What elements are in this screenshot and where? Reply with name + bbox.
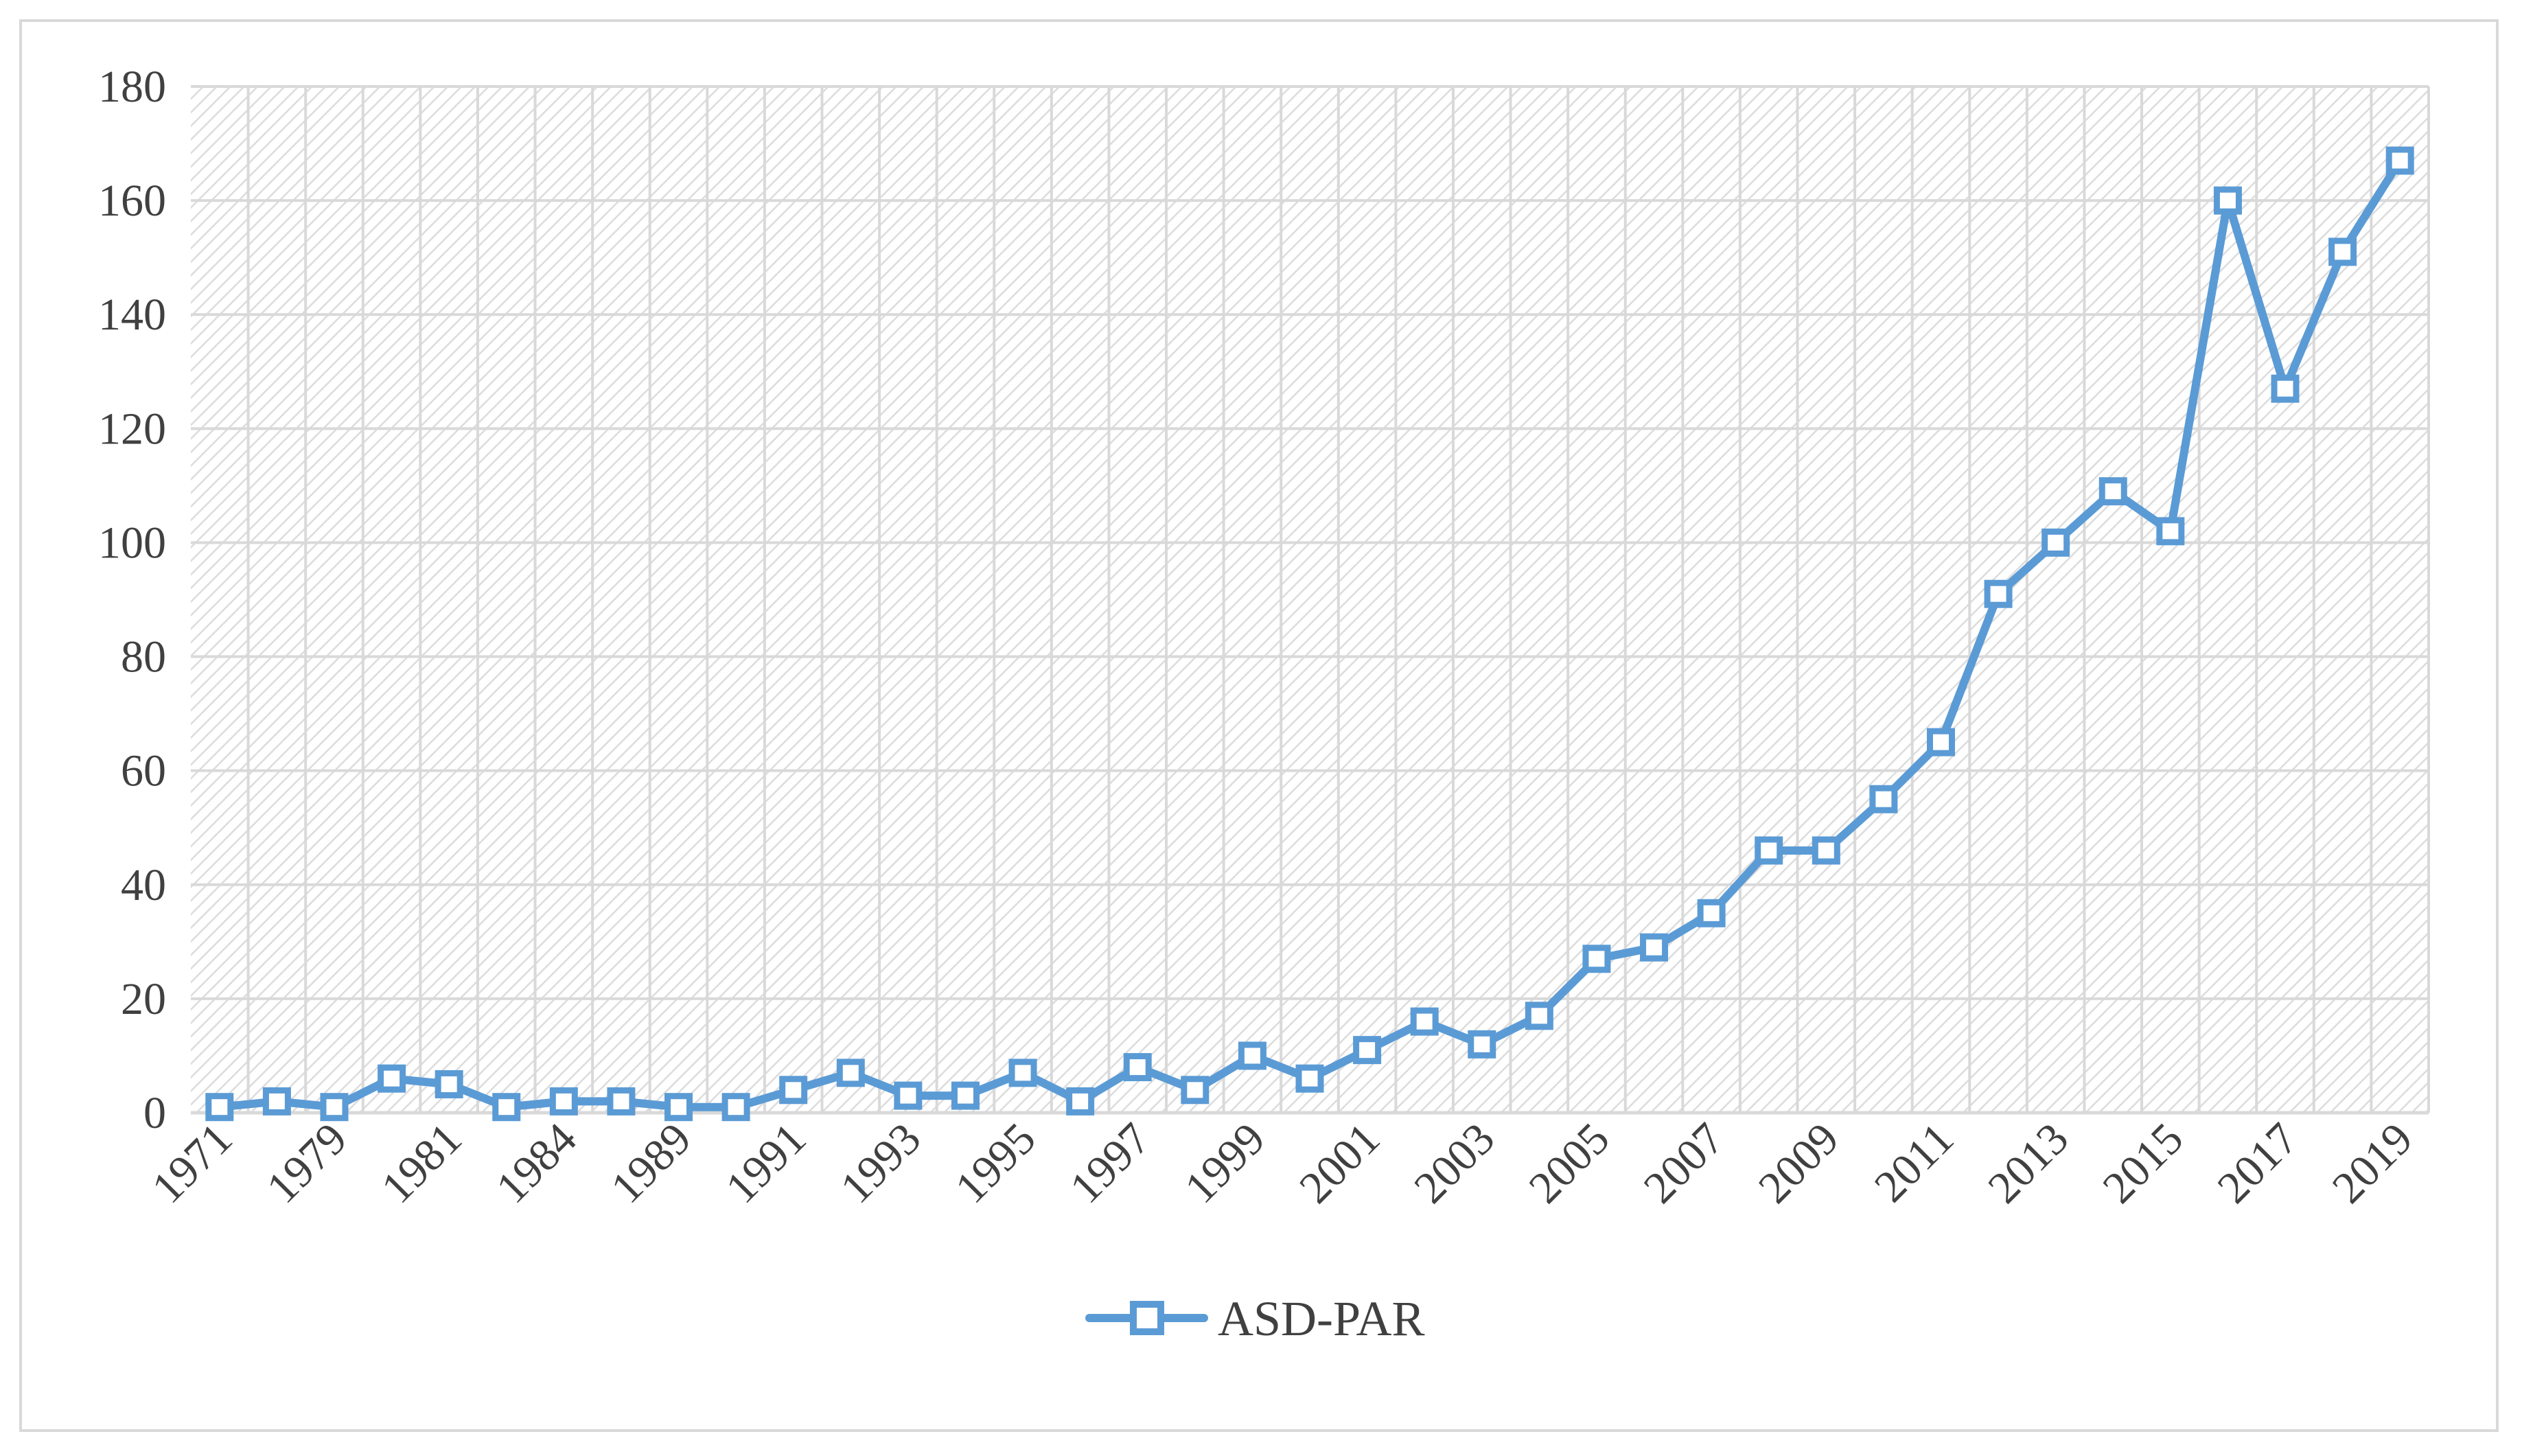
x-tick-label: 2001	[1290, 1113, 1389, 1213]
x-tick-label: 2011	[1865, 1113, 1963, 1212]
y-tick-label: 160	[98, 176, 166, 226]
x-tick-label: 2005	[1520, 1113, 1619, 1213]
y-tick-label: 40	[121, 860, 166, 910]
data-point-marker	[1926, 728, 1955, 756]
legend-square-marker-icon	[1130, 1301, 1164, 1335]
y-tick-label: 120	[98, 404, 166, 454]
data-point-marker	[721, 1093, 750, 1122]
data-point-marker	[951, 1081, 980, 1110]
data-point-marker	[2385, 146, 2414, 175]
x-tick-label: 2019	[2323, 1113, 2422, 1213]
y-tick-label: 0	[143, 1088, 166, 1138]
data-point-marker	[1123, 1053, 1152, 1082]
x-tick-label: 2017	[2208, 1113, 2308, 1213]
y-tick-label: 180	[98, 62, 166, 112]
data-point-marker	[2156, 517, 2185, 546]
x-tick-label: 2009	[1749, 1113, 1849, 1213]
data-point-marker	[894, 1081, 923, 1110]
data-point-marker	[2271, 374, 2300, 403]
data-point-marker	[320, 1093, 349, 1122]
data-point-marker	[1525, 1002, 1553, 1030]
x-tick-label: 1984	[487, 1113, 586, 1213]
data-point-marker	[1468, 1030, 1496, 1059]
data-point-marker	[1008, 1059, 1037, 1087]
data-point-marker	[607, 1087, 636, 1116]
x-tick-label: 1981	[372, 1113, 472, 1213]
data-point-marker	[549, 1087, 578, 1116]
data-point-marker	[2041, 528, 2070, 557]
x-tick-label: 2013	[1978, 1113, 2078, 1213]
data-point-marker	[1755, 836, 1783, 865]
x-tick-label: 2007	[1634, 1113, 1734, 1213]
y-tick-label: 60	[121, 746, 166, 796]
data-point-marker	[1582, 945, 1611, 973]
data-point-marker	[435, 1070, 463, 1098]
data-point-marker	[1410, 1007, 1439, 1036]
data-point-marker	[1640, 933, 1669, 962]
y-tick-label: 80	[121, 632, 166, 682]
y-axis-tick-labels: 0 20 40 60 80 100 120 140 160 180	[98, 62, 166, 1138]
data-point-marker	[1238, 1041, 1266, 1070]
x-tick-label: 1997	[1061, 1113, 1160, 1213]
data-point-marker	[1812, 836, 1840, 865]
plot-area-background	[191, 86, 2429, 1113]
data-point-marker	[1181, 1076, 1210, 1105]
x-tick-label: 1991	[716, 1113, 815, 1213]
x-tick-label: 1989	[601, 1113, 701, 1213]
data-point-marker	[1869, 785, 1898, 813]
data-point-marker	[1295, 1064, 1324, 1093]
data-point-marker	[1353, 1036, 1382, 1065]
x-tick-label: 1995	[946, 1113, 1045, 1213]
data-point-marker	[836, 1059, 865, 1087]
x-tick-label: 1999	[1175, 1113, 1275, 1213]
legend-label: ASD-PAR	[1218, 1291, 1424, 1346]
x-axis-tick-labels: 1971 1979 1981 1984 1989 1991 1993 1995 1997 1999…	[142, 1113, 2422, 1213]
data-point-marker	[1984, 579, 2013, 608]
y-tick-label: 100	[98, 518, 166, 568]
data-point-marker	[492, 1093, 521, 1122]
data-point-marker	[1066, 1087, 1095, 1116]
data-point-marker	[205, 1093, 234, 1122]
data-point-marker	[1697, 899, 1726, 927]
y-tick-label: 20	[121, 974, 166, 1024]
data-point-marker	[262, 1087, 291, 1116]
grid-lines	[191, 85, 2430, 1113]
data-point-marker	[378, 1064, 406, 1093]
series-ASD-PAR	[205, 146, 2414, 1122]
x-tick-label: 1979	[257, 1113, 357, 1213]
x-tick-label: 1993	[831, 1113, 931, 1213]
x-tick-label: 2015	[2093, 1113, 2193, 1213]
data-point-marker	[2328, 238, 2357, 266]
data-point-marker	[2213, 186, 2242, 215]
chart-area: 0 20 40 60 80 100 120 140 160 180 1971 1979 1981 198…	[19, 19, 2499, 1432]
data-point-marker	[2098, 477, 2127, 506]
line-chart: 0 20 40 60 80 100 120 140 160 180 1971 1979 1981 198…	[98, 62, 2430, 1346]
data-point-marker	[779, 1076, 808, 1105]
x-tick-label: 2003	[1404, 1113, 1504, 1213]
legend[interactable]: ASD-PAR	[1085, 1291, 1424, 1346]
y-tick-label: 140	[98, 290, 166, 340]
data-point-marker	[664, 1093, 693, 1122]
